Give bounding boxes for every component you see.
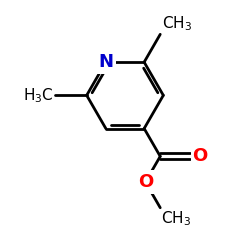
Text: O: O [138, 173, 153, 191]
Text: CH$_3$: CH$_3$ [162, 209, 192, 228]
Text: N: N [98, 53, 113, 71]
Text: H$_3$C: H$_3$C [23, 86, 53, 105]
Text: O: O [192, 147, 208, 165]
Text: CH$_3$: CH$_3$ [162, 14, 192, 33]
